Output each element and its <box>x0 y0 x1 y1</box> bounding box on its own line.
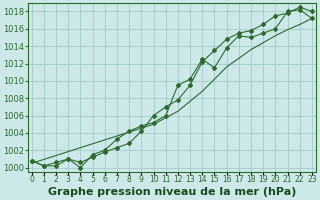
X-axis label: Graphe pression niveau de la mer (hPa): Graphe pression niveau de la mer (hPa) <box>48 187 296 197</box>
